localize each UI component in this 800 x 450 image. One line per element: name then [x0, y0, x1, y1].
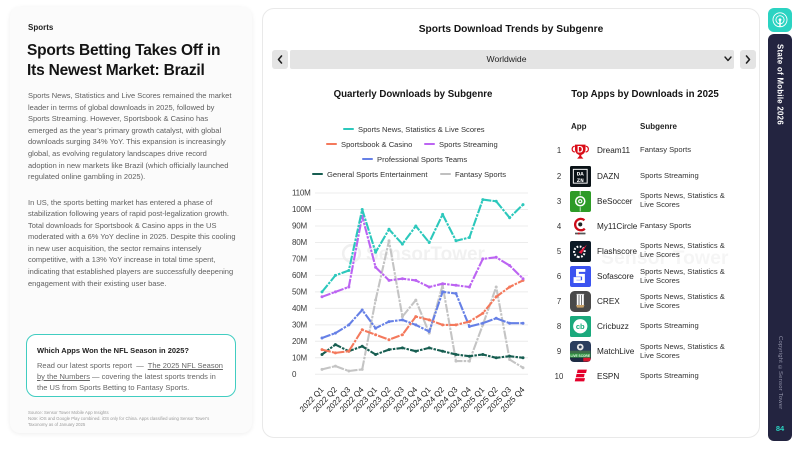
svg-text:110M: 110M	[292, 189, 311, 198]
svg-text:50M: 50M	[292, 288, 307, 297]
svg-text:80M: 80M	[292, 238, 307, 247]
svg-text:100M: 100M	[292, 205, 312, 214]
svg-text:70M: 70M	[292, 255, 307, 264]
svg-text:30M: 30M	[292, 321, 307, 330]
svg-text:cb: cb	[576, 322, 585, 331]
svg-text:ZN: ZN	[577, 177, 584, 184]
svg-text:0: 0	[292, 370, 297, 379]
svg-text:SensorTower: SensorTower	[366, 244, 486, 265]
svg-text:LIVE SCORE: LIVE SCORE	[571, 354, 591, 358]
svg-text:60M: 60M	[292, 271, 307, 280]
svg-text:90M: 90M	[292, 222, 307, 231]
svg-text:40M: 40M	[292, 304, 307, 313]
svg-text:DA: DA	[577, 171, 584, 178]
svg-text:20M: 20M	[292, 337, 307, 346]
svg-text:D: D	[577, 145, 583, 155]
svg-text:10M: 10M	[292, 353, 307, 362]
